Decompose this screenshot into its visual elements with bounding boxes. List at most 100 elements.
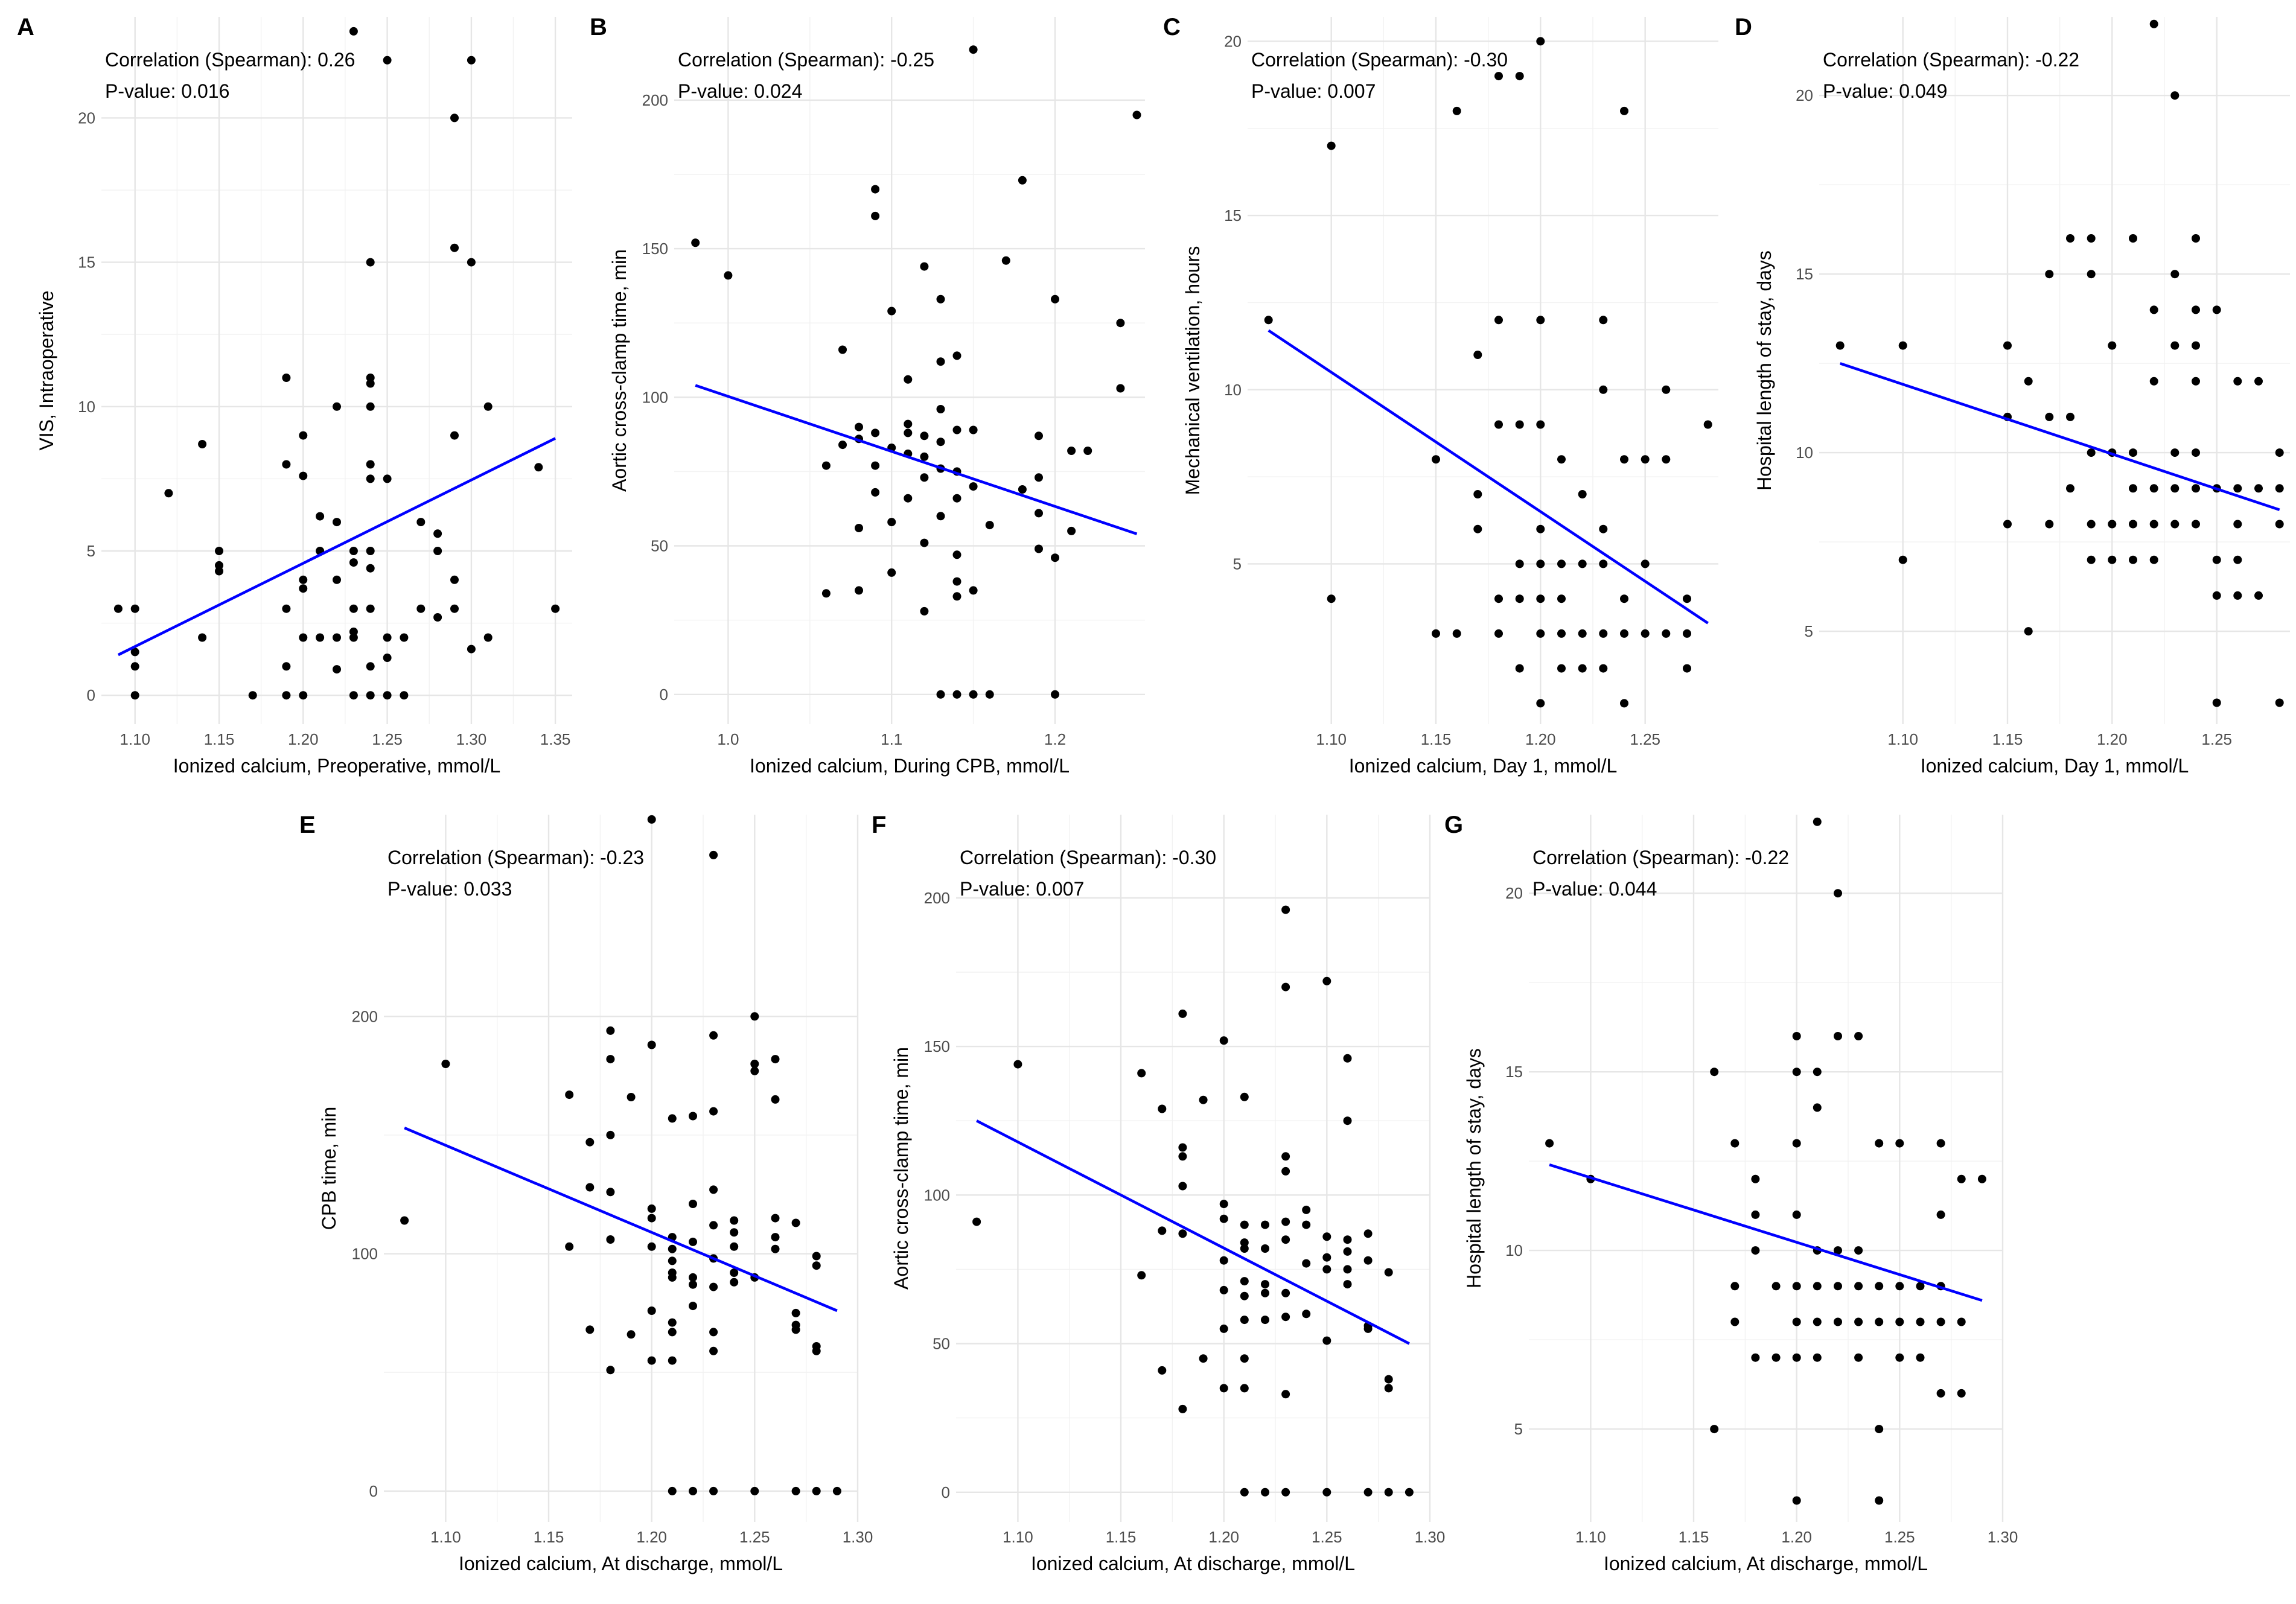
x-tick-label: 1.20 <box>636 1528 667 1546</box>
x-tick-label: 1.10 <box>1887 730 1918 748</box>
data-point <box>1895 1139 1904 1148</box>
data-point <box>1281 1217 1290 1226</box>
data-point <box>952 690 961 699</box>
data-point <box>1854 1317 1863 1326</box>
x-axis-title: Ionized calcium, Day 1, mmol/L <box>1349 755 1618 777</box>
data-point <box>1599 664 1608 673</box>
data-point <box>1261 1280 1269 1289</box>
x-tick-label: 1.35 <box>540 730 571 748</box>
data-point <box>2192 448 2200 457</box>
data-point <box>709 1185 718 1194</box>
data-point <box>383 654 392 662</box>
data-point <box>2192 341 2200 350</box>
data-point <box>691 238 700 247</box>
data-point <box>606 1366 615 1375</box>
data-point <box>248 691 257 700</box>
data-point <box>2129 234 2137 243</box>
data-point <box>1281 1390 1290 1399</box>
data-point <box>383 633 392 642</box>
data-point <box>1494 629 1503 638</box>
data-point <box>972 1217 981 1226</box>
data-point <box>1051 553 1059 562</box>
data-point <box>2087 555 2096 564</box>
data-point <box>1261 1488 1269 1497</box>
y-tick-label: 100 <box>924 1186 950 1204</box>
data-point <box>1599 559 1608 568</box>
data-point <box>1219 1036 1228 1045</box>
pvalue-annotation: P-value: 0.024 <box>678 80 802 102</box>
minor-gridlines <box>956 815 1430 1522</box>
data-point <box>855 422 863 431</box>
data-point <box>467 56 476 65</box>
data-point <box>689 1237 697 1246</box>
data-point <box>1035 431 1043 441</box>
data-point <box>1875 1282 1884 1291</box>
data-point <box>1158 1226 1167 1235</box>
data-point <box>2275 448 2284 457</box>
data-point <box>1178 1152 1187 1161</box>
data-point <box>1240 1354 1249 1363</box>
data-point <box>750 1060 759 1068</box>
data-point <box>1219 1384 1228 1393</box>
regression-line <box>117 437 556 657</box>
data-point <box>1662 385 1671 394</box>
data-point <box>1751 1210 1760 1219</box>
data-point <box>2066 234 2074 243</box>
data-point <box>2192 520 2200 529</box>
y-tick-label: 20 <box>1796 86 1813 104</box>
y-tick-label: 5 <box>1805 622 1813 640</box>
x-tick-label: 1.25 <box>372 730 403 748</box>
data-point <box>1620 455 1628 464</box>
data-point <box>2087 270 2096 279</box>
data-point <box>1035 473 1043 482</box>
data-point <box>483 402 493 411</box>
pvalue-annotation: P-value: 0.044 <box>1532 878 1657 900</box>
x-tick-label: 1.20 <box>2097 730 2128 748</box>
data-point <box>668 1356 677 1365</box>
data-point <box>871 428 880 438</box>
data-point <box>2108 341 2117 350</box>
data-point <box>1343 1116 1352 1125</box>
data-point <box>606 1055 615 1064</box>
data-point <box>1895 1353 1904 1362</box>
data-point <box>1578 490 1587 498</box>
x-tick-label: 1.25 <box>1884 1528 1915 1546</box>
data-point <box>730 1268 739 1277</box>
y-axis-title: Aortic cross-clamp time, min <box>890 1047 912 1290</box>
data-point <box>1792 1353 1801 1362</box>
data-point <box>1557 559 1566 568</box>
data-point <box>316 633 325 642</box>
data-point <box>1281 1313 1290 1322</box>
x-tick-label: 1.10 <box>1316 730 1347 748</box>
y-axis-title: Hospital length of stay, days <box>1753 250 1775 491</box>
data-point <box>1051 294 1059 304</box>
data-point <box>1599 524 1608 533</box>
data-point <box>450 113 459 123</box>
data-point <box>400 633 409 642</box>
data-point <box>821 461 831 470</box>
data-point <box>1620 594 1628 603</box>
data-point <box>1261 1220 1269 1229</box>
data-point <box>771 1233 780 1242</box>
data-point <box>366 604 375 613</box>
data-point <box>1240 1277 1249 1286</box>
x-axis-title: Ionized calcium, Day 1, mmol/L <box>1921 755 2189 777</box>
panel-letter: E <box>299 812 316 838</box>
data-point <box>1557 629 1566 638</box>
regression-line <box>976 1119 1410 1345</box>
data-point <box>1730 1282 1740 1291</box>
y-tick-label: 0 <box>369 1482 378 1500</box>
data-point <box>1916 1282 1925 1291</box>
data-point <box>1813 1353 1822 1362</box>
data-point <box>1515 664 1524 673</box>
data-point <box>1116 319 1125 328</box>
data-point <box>1792 1139 1801 1148</box>
data-point <box>1343 1247 1352 1256</box>
data-point <box>1178 1229 1187 1238</box>
data-point <box>2170 91 2180 100</box>
data-point <box>450 431 459 440</box>
data-point <box>1240 1316 1249 1325</box>
data-point <box>1302 1310 1311 1319</box>
y-axis-title: CPB time, min <box>318 1107 340 1230</box>
data-point <box>1792 1210 1801 1219</box>
